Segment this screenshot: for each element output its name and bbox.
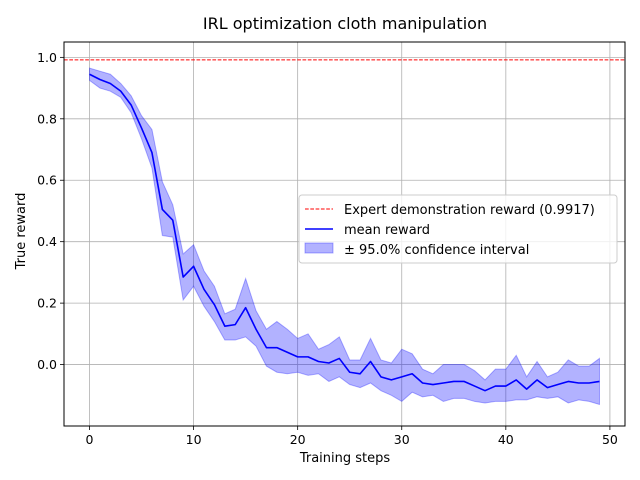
grid	[64, 42, 625, 426]
legend-band-label: ± 95.0% confidence interval	[344, 243, 529, 258]
x-tick-label: 30	[394, 432, 410, 447]
y-tick-label: 0.6	[37, 173, 57, 188]
legend-band-swatch	[304, 242, 334, 254]
y-tick-label: 1.0	[37, 50, 57, 65]
plot-frame	[63, 41, 626, 427]
legend: Expert demonstration reward (0.9917) mea…	[298, 194, 618, 264]
confidence-band	[89, 67, 600, 406]
line-layer	[64, 59, 625, 392]
legend-mean-label: mean reward	[344, 223, 430, 238]
x-axis-label: Training steps	[299, 451, 391, 466]
x-tick-label: 40	[498, 432, 514, 447]
chart-title: IRL optimization cloth manipulation	[203, 14, 487, 33]
y-tick-label: 0.8	[37, 111, 57, 126]
y-tick-label: 0.2	[37, 296, 57, 311]
ticks: 0 10 20 30 40 50 0.0 0.2 0.4 0.6 0.8 1.0	[37, 50, 618, 447]
y-axis-label: True reward	[14, 193, 29, 271]
x-tick-label: 0	[86, 432, 94, 447]
legend-box	[298, 194, 618, 264]
legend-expert-label: Expert demonstration reward (0.9917)	[344, 203, 595, 218]
mean-reward-line	[89, 73, 600, 392]
x-tick-label: 50	[602, 432, 618, 447]
x-tick-label: 20	[290, 432, 306, 447]
y-tick-label: 0.4	[37, 234, 57, 249]
x-tick-label: 10	[186, 432, 202, 447]
y-tick-label: 0.0	[37, 357, 57, 372]
confidence-band-layer	[89, 67, 600, 406]
